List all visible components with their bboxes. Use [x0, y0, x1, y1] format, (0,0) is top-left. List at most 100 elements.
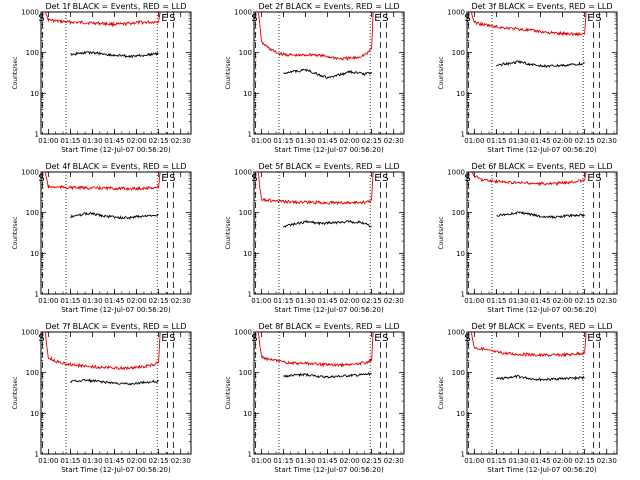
panel-title: Det 5f BLACK = Events, RED = LLD: [258, 162, 399, 171]
x-tick-label: 01:15: [486, 457, 506, 465]
start-marker: S: [464, 13, 470, 24]
x-tick-label: 01:00: [464, 137, 484, 145]
y-axis-label: Counts/sec: [225, 216, 232, 249]
lld-series-line: [44, 171, 161, 192]
x-tick-label: 01:00: [251, 457, 271, 465]
y-tick-label: 10: [30, 90, 39, 98]
stop-marker: S: [382, 173, 388, 184]
x-tick-label: 01:30: [82, 297, 102, 305]
x-tick-label: 01:30: [295, 457, 315, 465]
panel-det-8: Det 8f BLACK = Events, RED = LLD Counts/s…: [225, 322, 405, 474]
y-axis-label: Counts/sec: [12, 216, 19, 249]
plot-frame: [466, 11, 618, 135]
x-tick-label: 02:30: [171, 457, 191, 465]
x-axis-label: Start Time (12-Jul-07 00:56:20): [274, 306, 384, 314]
lld-series-line: [470, 331, 587, 358]
plot-frame: [253, 331, 405, 455]
x-tick-label: 01:45: [317, 297, 337, 305]
y-tick-label: 1: [461, 291, 465, 299]
start-marker: S: [251, 173, 257, 184]
y-axis-label: Counts/sec: [438, 56, 445, 89]
lld-series-line: [471, 171, 587, 187]
events-series-line: [70, 211, 159, 220]
x-tick-label: 02:00: [126, 137, 146, 145]
events-series-line: [496, 210, 585, 219]
x-tick-label: 02:15: [149, 457, 169, 465]
x-axis-label: Start Time (12-Jul-07 00:56:20): [487, 146, 597, 154]
y-tick-label: 100: [26, 369, 39, 377]
panel-title: Det 3f BLACK = Events, RED = LLD: [471, 2, 612, 11]
x-tick-label: 01:00: [38, 457, 58, 465]
y-tick-label: 10: [243, 410, 252, 418]
x-tick-label: 01:45: [104, 297, 124, 305]
start-marker: S: [251, 13, 257, 24]
x-tick-label: 02:15: [575, 297, 595, 305]
lld-series-line: [257, 11, 374, 61]
y-tick-label: 1: [248, 451, 252, 459]
start-marker: S: [464, 333, 470, 344]
plot-frame: [253, 171, 405, 295]
y-tick-label: 1000: [21, 169, 39, 177]
x-tick-label: 01:30: [295, 297, 315, 305]
end-marker: E: [161, 333, 167, 344]
events-series-line: [70, 378, 159, 386]
events-series-line: [70, 50, 159, 59]
y-axis-label: Counts/sec: [12, 376, 19, 409]
stop-marker: S: [382, 333, 388, 344]
y-tick-label: 1: [35, 131, 39, 139]
y-tick-label: 1000: [234, 169, 252, 177]
x-tick-label: 02:30: [384, 297, 404, 305]
y-tick-label: 10: [456, 90, 465, 98]
x-tick-label: 01:30: [508, 297, 528, 305]
y-tick-label: 10: [243, 90, 252, 98]
x-tick-label: 02:30: [597, 137, 617, 145]
events-series-line: [283, 219, 372, 228]
x-axis-label: Start Time (12-Jul-07 00:56:20): [274, 466, 384, 474]
lld-series-line: [257, 171, 374, 206]
panel-det-9: Det 9f BLACK = Events, RED = LLD Counts/s…: [438, 322, 618, 474]
plot-frame: [40, 171, 192, 295]
y-tick-label: 100: [26, 209, 39, 217]
events-series-line: [496, 374, 585, 382]
end-marker: E: [374, 13, 380, 24]
x-tick-label: 01:00: [251, 297, 271, 305]
panel-title: Det 6f BLACK = Events, RED = LLD: [471, 162, 612, 171]
x-tick-label: 02:00: [339, 137, 359, 145]
end-marker: E: [161, 173, 167, 184]
x-tick-label: 01:45: [317, 137, 337, 145]
start-marker: S: [38, 173, 44, 184]
y-tick-label: 100: [26, 49, 39, 57]
x-tick-label: 02:30: [597, 297, 617, 305]
x-tick-label: 01:15: [273, 297, 293, 305]
stop-marker: S: [169, 333, 175, 344]
events-series-line: [283, 68, 372, 80]
x-tick-label: 01:30: [508, 137, 528, 145]
x-tick-label: 01:45: [104, 457, 124, 465]
plot-frame: [40, 11, 192, 135]
y-tick-label: 1000: [21, 329, 39, 337]
end-marker: E: [374, 333, 380, 344]
x-tick-label: 01:15: [486, 297, 506, 305]
x-tick-label: 02:00: [552, 297, 572, 305]
end-marker: E: [587, 333, 593, 344]
y-tick-label: 1000: [234, 329, 252, 337]
events-series-line: [496, 59, 585, 69]
x-tick-label: 01:30: [82, 457, 102, 465]
x-tick-label: 02:15: [362, 457, 382, 465]
x-tick-label: 02:30: [384, 457, 404, 465]
y-tick-label: 1: [35, 451, 39, 459]
x-tick-label: 01:00: [251, 137, 271, 145]
stop-marker: S: [595, 333, 601, 344]
x-tick-label: 01:00: [38, 297, 58, 305]
y-tick-label: 1000: [447, 9, 465, 17]
x-axis-label: Start Time (12-Jul-07 00:56:20): [61, 146, 171, 154]
y-tick-label: 1000: [234, 9, 252, 17]
panel-title: Det 1f BLACK = Events, RED = LLD: [45, 2, 186, 11]
lld-series-line: [44, 331, 161, 371]
y-tick-label: 10: [30, 410, 39, 418]
y-tick-label: 1000: [447, 329, 465, 337]
y-axis-label: Counts/sec: [225, 56, 232, 89]
x-tick-label: 01:45: [530, 137, 550, 145]
lld-series-line: [257, 331, 374, 368]
